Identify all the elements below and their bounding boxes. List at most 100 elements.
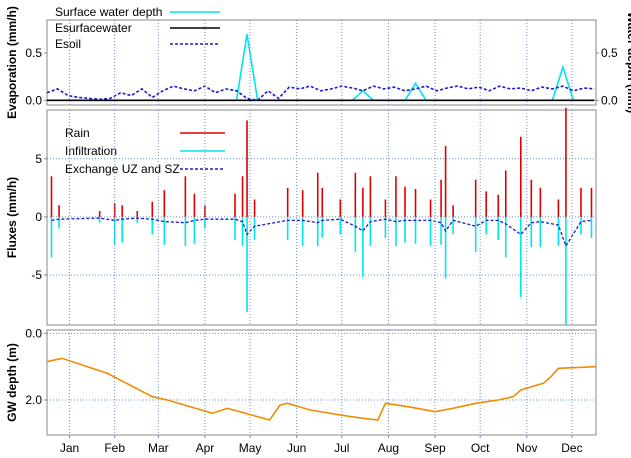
bar bbox=[580, 187, 582, 217]
y-tick-label: 5 bbox=[35, 152, 42, 166]
bar bbox=[565, 107, 567, 217]
bar bbox=[136, 211, 139, 217]
bar bbox=[354, 172, 357, 217]
x-tick-label: Jul bbox=[334, 441, 349, 455]
bar bbox=[530, 179, 533, 217]
x-tick-label: Mar bbox=[148, 441, 169, 455]
bar bbox=[414, 189, 417, 217]
bar bbox=[444, 216, 447, 279]
legend-label: Surface water depth bbox=[55, 5, 162, 19]
bar bbox=[204, 205, 206, 217]
bar bbox=[440, 216, 442, 245]
bar bbox=[193, 193, 196, 217]
y-tick-label: 0.0 bbox=[25, 93, 42, 107]
bar bbox=[321, 216, 324, 238]
bar bbox=[362, 187, 364, 217]
bar bbox=[565, 216, 567, 325]
x-tick-label: Feb bbox=[104, 441, 125, 455]
legend-label: Infiltration bbox=[65, 144, 117, 158]
bar bbox=[184, 176, 187, 217]
bar bbox=[121, 216, 124, 243]
bar bbox=[539, 187, 542, 217]
bar bbox=[253, 199, 256, 217]
bar bbox=[246, 216, 248, 313]
bar bbox=[474, 179, 477, 217]
bar bbox=[485, 191, 487, 217]
bar bbox=[316, 172, 319, 217]
y-tick-label: 2.0 bbox=[25, 393, 42, 407]
bar bbox=[519, 136, 522, 217]
bar bbox=[504, 216, 507, 258]
legend-label: Esoil bbox=[55, 37, 81, 51]
y-axis-label: Fluxes (mm/h) bbox=[5, 177, 19, 258]
bar bbox=[362, 216, 364, 278]
bar bbox=[395, 216, 397, 246]
bar bbox=[253, 216, 256, 241]
legend-label: Rain bbox=[65, 126, 90, 140]
bar bbox=[519, 216, 522, 298]
bar bbox=[497, 216, 500, 241]
bar bbox=[440, 179, 442, 217]
bar bbox=[151, 216, 154, 235]
y-tick-label: 0.5 bbox=[25, 46, 42, 60]
bar bbox=[590, 216, 593, 238]
bar bbox=[301, 190, 304, 217]
bar bbox=[557, 216, 560, 246]
bar bbox=[474, 216, 477, 252]
bar bbox=[204, 216, 206, 229]
y2-tick-label: 0.5 bbox=[601, 46, 618, 60]
bar bbox=[301, 216, 304, 246]
bar bbox=[354, 216, 357, 252]
bar bbox=[557, 199, 560, 217]
bar bbox=[384, 216, 387, 238]
y-axis-label: Evaporation (mm/h) bbox=[5, 6, 19, 119]
bar bbox=[58, 216, 60, 229]
bar bbox=[504, 170, 507, 217]
bar bbox=[485, 216, 487, 235]
y-tick-label: -5 bbox=[31, 268, 42, 282]
bar bbox=[163, 216, 166, 245]
bar bbox=[369, 216, 372, 246]
bar bbox=[530, 216, 533, 248]
x-tick-label: May bbox=[239, 441, 262, 455]
legend-label: Exchange UZ and SZ bbox=[65, 162, 180, 176]
bar bbox=[539, 216, 542, 248]
x-tick-label: Dec bbox=[561, 441, 582, 455]
bar bbox=[98, 211, 101, 217]
bar bbox=[286, 187, 289, 217]
y-tick-label: 0 bbox=[35, 210, 42, 224]
bar bbox=[184, 216, 187, 246]
plot-area bbox=[46, 329, 597, 436]
bar bbox=[98, 216, 101, 223]
bar bbox=[241, 176, 244, 217]
bar bbox=[384, 199, 387, 217]
y2-tick-label: 0.0 bbox=[601, 93, 618, 107]
x-tick-label: Apr bbox=[196, 441, 215, 455]
bar bbox=[339, 199, 342, 217]
bar bbox=[50, 176, 53, 217]
bar bbox=[339, 216, 342, 235]
series-line bbox=[46, 357, 597, 421]
bar bbox=[246, 120, 248, 217]
bar bbox=[234, 216, 236, 241]
bar bbox=[151, 201, 154, 217]
bar bbox=[50, 216, 53, 258]
x-tick-label: Jun bbox=[287, 441, 306, 455]
x-tick-label: Nov bbox=[516, 441, 537, 455]
bar bbox=[316, 216, 319, 246]
bar bbox=[497, 194, 500, 217]
series-line bbox=[51, 217, 592, 248]
bar bbox=[404, 216, 406, 243]
x-tick-label: Aug bbox=[378, 441, 399, 455]
bar bbox=[429, 216, 432, 246]
bar bbox=[369, 176, 372, 217]
bar bbox=[121, 205, 124, 217]
bar bbox=[193, 216, 196, 244]
series-line bbox=[46, 85, 595, 102]
bar bbox=[321, 187, 324, 217]
bar bbox=[414, 216, 417, 244]
bar bbox=[58, 205, 60, 217]
bar bbox=[404, 186, 406, 217]
bar bbox=[136, 216, 139, 223]
